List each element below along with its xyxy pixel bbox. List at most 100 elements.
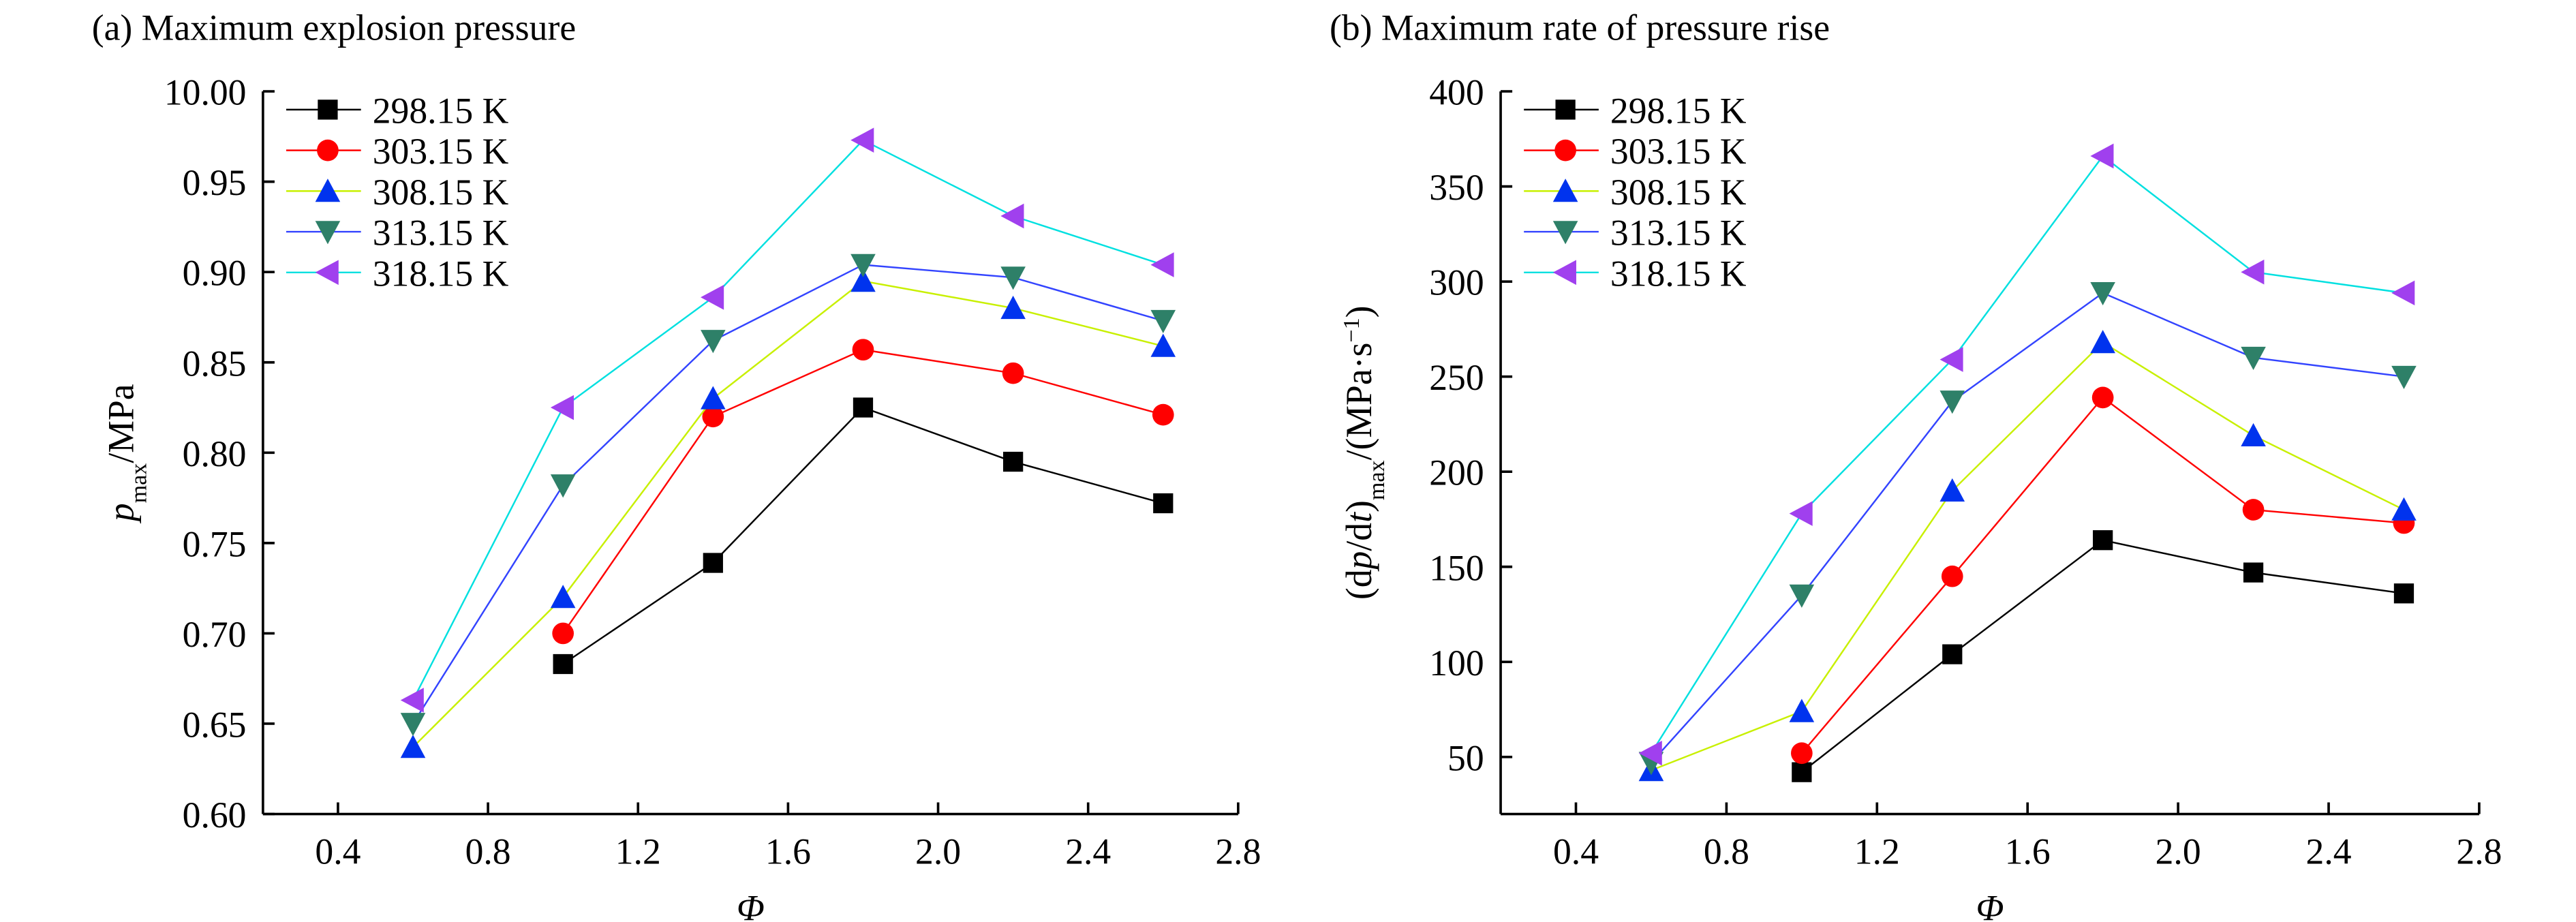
x-tick-label: 2.0: [915, 831, 961, 872]
marker: [2093, 530, 2113, 551]
marker: [1789, 698, 1815, 722]
series-line: [412, 264, 1164, 724]
chart-title: (b) Maximum rate of pressure rise: [1330, 7, 1830, 48]
marker: [2090, 330, 2115, 354]
x-axis-label-part: Φ: [1976, 888, 2004, 922]
series-line: [412, 139, 1164, 701]
marker: [2391, 497, 2417, 521]
marker: [1552, 179, 1578, 202]
legend-label: 303.15 K: [1610, 131, 1747, 172]
y-axis-label-part: p: [101, 503, 142, 524]
marker: [1939, 347, 1963, 372]
x-tick-label: 1.2: [615, 831, 661, 872]
marker: [315, 179, 341, 202]
series-line: [562, 406, 1164, 665]
marker: [550, 585, 576, 609]
x-tick-label: 1.2: [1854, 831, 1900, 872]
marker: [702, 405, 724, 428]
x-tick-label: 0.8: [1704, 831, 1749, 872]
x-tick-label: 2.8: [2456, 831, 2502, 872]
marker: [2241, 259, 2265, 285]
y-tick-label: 400: [1429, 72, 1484, 113]
marker: [1941, 565, 1963, 587]
marker: [1792, 762, 1812, 782]
legend-label: 298.15 K: [373, 90, 509, 131]
marker: [1789, 584, 1815, 608]
marker: [315, 221, 341, 245]
y-axis-label-part: (d: [1338, 569, 1379, 600]
marker: [2243, 562, 2264, 583]
x-tick-label: 2.0: [2156, 831, 2201, 872]
x-tick-label: 2.4: [2306, 831, 2352, 872]
y-tick-label: 350: [1429, 167, 1484, 208]
series-line: [1801, 539, 2404, 773]
x-tick-label: 2.8: [1215, 831, 1261, 872]
marker: [1939, 390, 1965, 414]
marker: [2241, 422, 2266, 447]
legend-label: 303.15 K: [373, 131, 509, 172]
marker: [400, 735, 426, 758]
legend-label: 308.15 K: [1610, 172, 1747, 213]
marker: [1153, 493, 1174, 514]
legend-label: 318.15 K: [1610, 253, 1747, 294]
marker: [2091, 386, 2114, 409]
y-tick-label: 300: [1429, 262, 1484, 303]
marker: [1554, 139, 1576, 162]
legend-label: 308.15 K: [373, 172, 509, 213]
marker: [550, 395, 574, 420]
marker: [701, 386, 726, 410]
y-tick-label: 0.95: [183, 162, 247, 203]
y-axis-label-part: ): [1338, 305, 1379, 318]
y-tick-label: 0.80: [183, 433, 247, 474]
x-tick-label: 1.6: [765, 831, 811, 872]
marker: [317, 139, 339, 162]
marker: [1942, 644, 1963, 664]
marker: [701, 285, 724, 310]
y-axis-label-part: max: [126, 463, 151, 504]
marker: [1000, 203, 1024, 229]
x-tick-label: 1.6: [2005, 831, 2051, 872]
marker: [850, 268, 876, 292]
marker: [1552, 221, 1578, 245]
marker: [852, 339, 874, 361]
y-tick-label: 250: [1429, 357, 1484, 398]
y-tick-label: 0.65: [183, 704, 247, 745]
marker: [1152, 403, 1174, 426]
series-line: [562, 348, 1164, 634]
marker: [1003, 451, 1024, 472]
x-axis-label: Φ: [737, 888, 765, 922]
y-axis-label-part: max: [1364, 460, 1389, 500]
y-axis-label: (dp/dt)max/(MPa·s−1): [1338, 305, 1390, 600]
marker: [703, 553, 723, 573]
y-axis-label-part: t: [1338, 512, 1379, 523]
marker: [2242, 499, 2265, 521]
y-axis-label: pmax/MPa: [101, 384, 152, 524]
marker: [1000, 295, 1026, 320]
x-tick-label: 0.8: [465, 831, 511, 872]
legend-label: 313.15 K: [373, 213, 509, 253]
marker: [1555, 99, 1576, 120]
marker: [315, 260, 339, 286]
marker: [853, 397, 874, 418]
y-axis-label-part: −1: [1338, 318, 1364, 342]
x-axis-label: Φ: [1976, 888, 2004, 922]
marker: [1552, 260, 1576, 286]
marker: [2391, 280, 2415, 306]
legend-label: 298.15 K: [1610, 90, 1747, 131]
marker: [1150, 252, 1174, 277]
marker: [701, 330, 726, 354]
y-axis-label-part: p: [1338, 551, 1379, 572]
marker: [1939, 478, 1965, 502]
marker: [400, 713, 426, 737]
y-tick-label: 150: [1429, 547, 1484, 588]
y-tick-label: 0.70: [183, 614, 247, 655]
series-line: [1651, 292, 2404, 764]
marker: [1002, 362, 1024, 384]
legend-label: 313.15 K: [1610, 213, 1747, 253]
series-line: [1651, 341, 2405, 771]
y-tick-label: 0.60: [183, 795, 247, 835]
y-axis-label-part: /(MPa·s: [1338, 343, 1379, 461]
marker: [2241, 346, 2266, 371]
chart-title: (a) Maximum explosion pressure: [92, 7, 576, 48]
marker: [400, 688, 424, 713]
